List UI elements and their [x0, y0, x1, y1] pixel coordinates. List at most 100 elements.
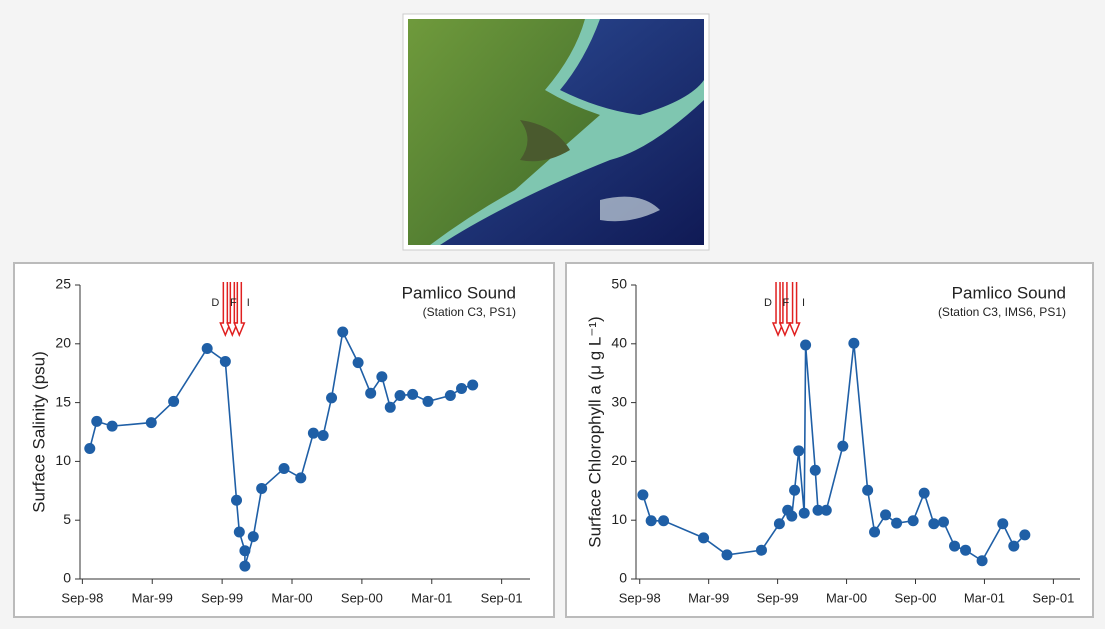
data-point	[977, 555, 988, 566]
x-tick-label: Sep-01	[481, 590, 523, 605]
event-label: I	[247, 297, 250, 309]
y-tick-label: 0	[63, 570, 71, 586]
data-point	[365, 388, 376, 399]
x-tick-label: Sep-98	[619, 590, 661, 605]
data-point	[799, 508, 810, 519]
data-point	[202, 343, 213, 354]
data-point	[698, 532, 709, 543]
data-point	[960, 545, 971, 556]
data-point	[1008, 541, 1019, 552]
data-point	[637, 489, 648, 500]
y-tick-label: 25	[55, 276, 71, 292]
y-tick-label: 0	[619, 570, 627, 586]
data-point	[146, 417, 157, 428]
data-point	[376, 371, 387, 382]
data-point	[837, 441, 848, 452]
data-point	[1019, 529, 1030, 540]
y-axis-label: Surface Chlorophyll a (μ g L⁻¹)	[585, 316, 604, 547]
data-point	[938, 516, 949, 527]
data-point	[789, 485, 800, 496]
event-label: D	[764, 297, 772, 309]
data-point	[91, 416, 102, 427]
data-point	[295, 472, 306, 483]
data-point	[862, 485, 873, 496]
x-tick-label: Mar-01	[964, 590, 1005, 605]
data-point	[467, 379, 478, 390]
data-point	[456, 383, 467, 394]
data-point	[256, 483, 267, 494]
data-point	[248, 531, 259, 542]
y-tick-label: 10	[55, 452, 71, 468]
y-tick-label: 50	[611, 276, 627, 292]
x-tick-label: Sep-00	[895, 590, 937, 605]
y-tick-label: 30	[611, 393, 627, 409]
x-tick-label: Sep-99	[201, 590, 243, 605]
y-tick-label: 20	[611, 452, 627, 468]
data-point	[800, 339, 811, 350]
chart-title: Pamlico Sound	[952, 283, 1066, 302]
data-point	[658, 515, 669, 526]
data-point	[318, 430, 329, 441]
x-tick-label: Mar-99	[688, 590, 729, 605]
y-axis-label: Surface Salinity (psu)	[29, 351, 48, 513]
data-point	[997, 518, 1008, 529]
data-point	[848, 338, 859, 349]
x-tick-label: Mar-01	[411, 590, 452, 605]
x-tick-label: Sep-01	[1032, 590, 1074, 605]
chart-subtitle: (Station C3, IMS6, PS1)	[938, 305, 1066, 319]
data-point	[279, 463, 290, 474]
data-point	[239, 561, 250, 572]
data-point	[786, 511, 797, 522]
data-point	[353, 357, 364, 368]
data-point	[793, 445, 804, 456]
event-label: F	[230, 297, 237, 309]
data-point	[422, 396, 433, 407]
event-label: D	[211, 297, 219, 309]
satellite-image	[403, 14, 709, 250]
x-tick-label: Mar-99	[132, 590, 173, 605]
event-label: F	[783, 297, 790, 309]
figure: 0 5 10 15 20 25 Sep-98 Mar-99 Sep-99 Mar-00 Sep-00…	[0, 0, 1105, 629]
data-point	[234, 526, 245, 537]
chart-subtitle: (Station C3, PS1)	[423, 305, 516, 319]
data-point	[756, 545, 767, 556]
data-point	[646, 515, 657, 526]
data-point	[84, 443, 95, 454]
data-point	[810, 465, 821, 476]
event-label: I	[802, 297, 805, 309]
data-point	[326, 392, 337, 403]
x-tick-label: Mar-00	[826, 590, 867, 605]
data-point	[880, 509, 891, 520]
data-point	[107, 421, 118, 432]
data-point	[231, 495, 242, 506]
data-point	[407, 389, 418, 400]
data-point	[722, 549, 733, 560]
data-point	[445, 390, 456, 401]
data-point	[395, 390, 406, 401]
x-tick-label: Sep-99	[757, 590, 799, 605]
y-tick-label: 15	[55, 393, 71, 409]
data-point	[308, 428, 319, 439]
x-tick-label: Sep-98	[61, 590, 103, 605]
data-point	[239, 545, 250, 556]
data-point	[774, 518, 785, 529]
y-tick-label: 20	[55, 335, 71, 351]
x-tick-label: Mar-00	[271, 590, 312, 605]
data-point	[949, 541, 960, 552]
y-tick-label: 10	[611, 511, 627, 527]
data-point	[385, 402, 396, 413]
y-tick-label: 5	[63, 511, 71, 527]
data-point	[891, 518, 902, 529]
data-point	[220, 356, 231, 367]
chart-title: Pamlico Sound	[402, 283, 516, 302]
data-point	[908, 515, 919, 526]
page: 0 5 10 15 20 25 Sep-98 Mar-99 Sep-99 Mar-00 Sep-00…	[0, 0, 1105, 629]
data-point	[337, 327, 348, 338]
y-tick-label: 40	[611, 335, 627, 351]
data-point	[928, 518, 939, 529]
data-point	[821, 505, 832, 516]
x-tick-label: Sep-00	[341, 590, 383, 605]
data-point	[919, 488, 930, 499]
data-point	[168, 396, 179, 407]
data-point	[869, 526, 880, 537]
